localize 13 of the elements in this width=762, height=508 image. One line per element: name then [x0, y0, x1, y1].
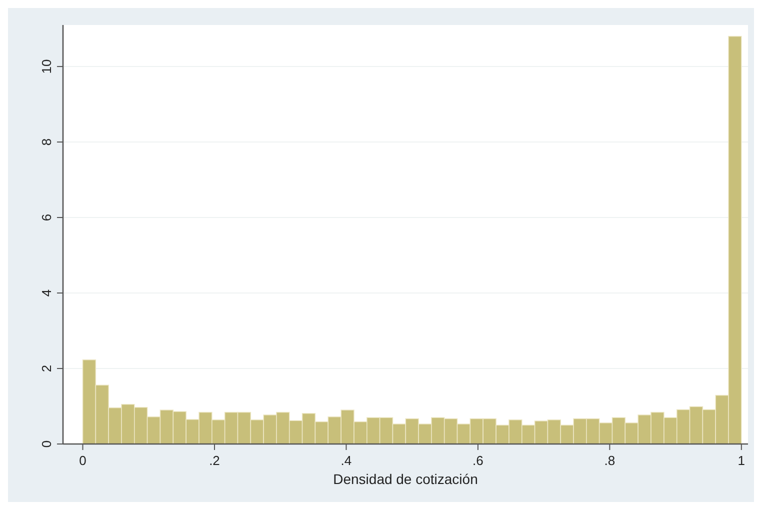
x-tick-label: .6 [472, 453, 484, 468]
x-tick-label: 1 [738, 453, 746, 468]
y-tick-label: 8 [39, 138, 54, 146]
y-tick-label: 0 [39, 440, 54, 448]
x-tick-label: 0 [79, 453, 86, 468]
x-tick-label: .4 [340, 453, 352, 468]
x-tick-label: .8 [604, 453, 616, 468]
x-tick-label: .2 [209, 453, 220, 468]
y-tick-label: 4 [39, 289, 54, 297]
x-axis-title: Densidad de cotización [333, 471, 478, 487]
y-tick-label: 2 [39, 364, 54, 372]
y-tick-label: 10 [39, 59, 54, 74]
y-tick-label: 6 [39, 214, 54, 222]
